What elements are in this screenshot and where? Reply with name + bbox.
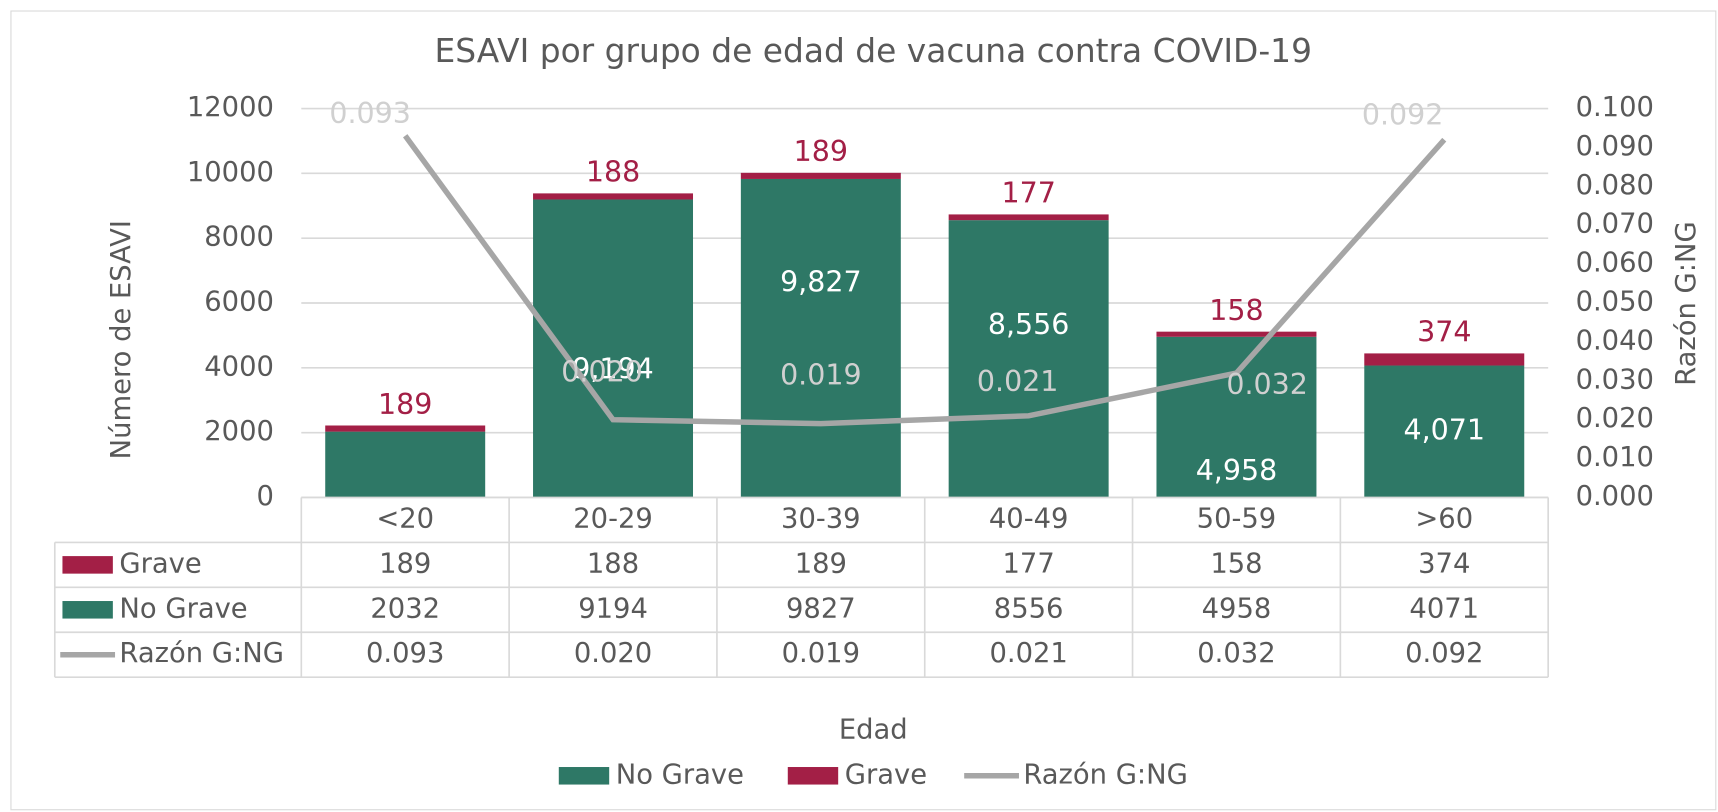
table-legend-key: [62, 556, 113, 574]
table-cell: 0.020: [574, 638, 652, 669]
y2-tick-label: 0.050: [1576, 287, 1654, 318]
table-cell: 9827: [786, 593, 856, 624]
y-tick-label: 6000: [204, 287, 274, 318]
table-cell: 158: [1210, 548, 1262, 579]
line-label: 0.020: [561, 356, 643, 389]
table-cell: 9194: [578, 593, 648, 624]
x-tick-label: 20-29: [573, 503, 653, 534]
table-row-label: Grave: [119, 548, 201, 579]
line-series: [403, 134, 1447, 427]
data-label: 189: [794, 135, 848, 168]
y2-tick-label: 0.030: [1576, 364, 1654, 395]
data-label: 4,071: [1404, 414, 1486, 447]
data-label: 177: [1001, 177, 1055, 210]
bar-segment: [1156, 336, 1317, 498]
bar-segment: [1364, 365, 1525, 498]
y2-tick-label: 0.040: [1576, 325, 1654, 356]
y-tick-label: 4000: [204, 351, 274, 382]
line-label: 0.019: [780, 358, 862, 391]
x-tick-label: 30-39: [781, 503, 861, 534]
bar-segment: [325, 431, 486, 498]
legend-label: Razón G:NG: [1023, 759, 1188, 790]
table-cell: 374: [1418, 548, 1470, 579]
data-label: 9,827: [780, 265, 862, 298]
table-cell: 0.093: [366, 638, 444, 669]
legend-key: [787, 767, 839, 785]
data-label: 158: [1209, 294, 1263, 327]
bar-segment: [948, 220, 1109, 498]
legend-label: Grave: [845, 759, 927, 790]
x-tick-label: 40-49: [989, 503, 1069, 534]
x-tick-label: >60: [1415, 503, 1473, 534]
table-cell: 0.092: [1405, 638, 1483, 669]
x-axis-title: Edad: [839, 714, 908, 745]
y2-tick-label: 0.080: [1576, 170, 1654, 201]
bar-segment: [740, 172, 901, 179]
y-tick-label: 10000: [187, 157, 274, 188]
y-tick-label: 0: [256, 481, 273, 512]
table-cell: 189: [379, 548, 431, 579]
bar-segment: [740, 178, 901, 498]
table-cell: 189: [795, 548, 847, 579]
data-label: 189: [378, 388, 432, 421]
bar-segment: [325, 425, 486, 432]
data-label: 374: [1417, 316, 1471, 349]
line-label: 0.092: [1362, 99, 1444, 132]
bar-segment: [533, 193, 694, 200]
table-cell: 4071: [1409, 593, 1479, 624]
y-tick-label: 8000: [204, 222, 274, 253]
table-cell: 0.019: [782, 638, 860, 669]
data-label: 4,958: [1196, 454, 1278, 487]
table-cell: 4958: [1202, 593, 1272, 624]
y2-axis-title: Razón G:NG: [1671, 221, 1702, 385]
bar-segment: [1364, 353, 1525, 366]
line-label: 0.021: [977, 365, 1059, 398]
table-cell: 8556: [994, 593, 1064, 624]
chart-title: ESAVI por grupo de edad de vacuna contra…: [434, 31, 1312, 70]
line-label: 0.032: [1226, 368, 1308, 401]
table-legend-key: [62, 601, 113, 619]
x-tick-label: 50-59: [1197, 503, 1277, 534]
y2-tick-label: 0.070: [1576, 209, 1654, 240]
data-label: 188: [586, 156, 640, 189]
data-label: 2,032: [364, 512, 446, 545]
data-label: 8,556: [988, 308, 1070, 341]
y-tick-label: 12000: [187, 92, 274, 123]
table-cell: 188: [587, 548, 639, 579]
table-row-label: Razón G:NG: [119, 638, 283, 669]
line-label: 0.093: [329, 97, 411, 130]
table-cell: 177: [1003, 548, 1055, 579]
bar-segment: [533, 199, 694, 498]
y2-tick-label: 0.000: [1576, 481, 1654, 512]
table-cell: 0.032: [1197, 638, 1275, 669]
x-tick-label: <20: [376, 503, 434, 534]
table-cell: 2032: [370, 593, 440, 624]
y-axis-title: Número de ESAVI: [106, 220, 137, 459]
y2-tick-label: 0.100: [1576, 92, 1654, 123]
y2-tick-label: 0.020: [1576, 403, 1654, 434]
legend-label: No Grave: [616, 759, 744, 790]
table-cell: 0.021: [989, 638, 1067, 669]
table-row-label: No Grave: [119, 593, 247, 624]
legend-key: [558, 767, 610, 785]
y2-tick-label: 0.010: [1576, 442, 1654, 473]
y-tick-label: 2000: [204, 416, 274, 447]
bar-segment: [1156, 331, 1317, 337]
y2-tick-label: 0.090: [1576, 131, 1654, 162]
y2-tick-label: 0.060: [1576, 248, 1654, 279]
bar-segment: [948, 214, 1109, 221]
